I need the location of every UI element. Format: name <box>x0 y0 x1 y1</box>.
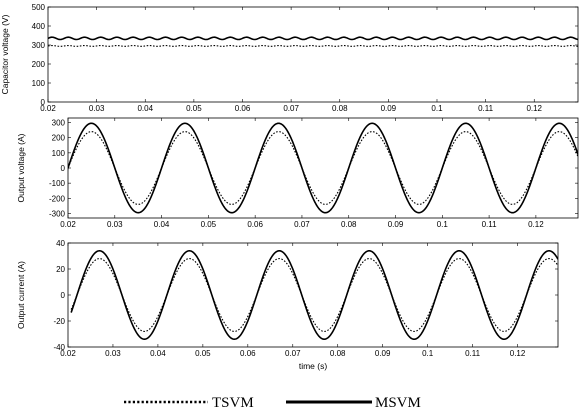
output-current-x-axis-label: time (s) <box>299 361 328 371</box>
output-voltage-x-tick-label: 0.12 <box>528 220 544 229</box>
capacitor-voltage-x-tick-label: 0.12 <box>526 104 542 113</box>
output-voltage-x-tick-label: 0.02 <box>60 220 76 229</box>
output-current-x-tick-label: 0.04 <box>150 349 166 358</box>
output-voltage-x-tick-label: 0.1 <box>437 220 449 229</box>
output-current-y-tick-label: -40 <box>53 343 65 352</box>
capacitor-voltage-x-tick-label: 0.04 <box>137 104 153 113</box>
output-voltage-y-tick-label: -200 <box>49 194 66 203</box>
output-voltage-x-tick-label: 0.03 <box>107 220 123 229</box>
output-current-x-tick-label: 0.12 <box>510 349 526 358</box>
capacitor-voltage-plot: 0.02 0.03 0.04 0.05 0.06 0.07 0.08 0.09 0.1 0.11 0… <box>0 3 579 113</box>
output-current-x-tick-label: 0.05 <box>195 349 211 358</box>
output-current-axes-frame <box>67 242 559 348</box>
output-current-y-axis-label: Output current (A) <box>16 261 26 329</box>
capacitor-voltage-y-tick-label: 400 <box>32 22 46 31</box>
output-current-x-tick-label: 0.03 <box>105 349 121 358</box>
capacitor-voltage-y-tick-label: 500 <box>32 3 46 12</box>
output-voltage-x-tick-label: 0.09 <box>388 220 404 229</box>
output-voltage-axes-frame <box>67 117 579 219</box>
capacitor-voltage-x-tick-label: 0.05 <box>186 104 202 113</box>
output-current-x-tick-label: 0.06 <box>240 349 256 358</box>
capacitor-voltage-x-tick-label: 0.07 <box>283 104 299 113</box>
output-voltage-y-tick-label: 100 <box>52 149 66 158</box>
output-current-y-tick-label: 40 <box>56 239 65 248</box>
output-voltage-plot: 0.02 0.03 0.04 0.05 0.06 0.07 0.08 0.09 0.1 0.11 0… <box>16 117 579 229</box>
output-voltage-x-tick-label: 0.05 <box>201 220 217 229</box>
capacitor-voltage-series-msvm <box>48 36 578 41</box>
output-current-y-tick-label: 0 <box>61 291 66 300</box>
capacitor-voltage-x-tick-label: 0.06 <box>235 104 251 113</box>
output-voltage-series-msvm <box>68 122 578 214</box>
capacitor-voltage-y-tick-label: 100 <box>32 79 46 88</box>
capacitor-voltage-axes-frame <box>47 6 579 103</box>
output-voltage-y-tick-label: 300 <box>52 119 66 128</box>
capacitor-voltage-y-axis-label: Capacitor voltage (V) <box>0 14 10 94</box>
output-voltage-x-tick-label: 0.07 <box>294 220 310 229</box>
capacitor-voltage-series-tsvm <box>48 45 578 47</box>
legend-msvm-label: MSVM <box>375 395 421 411</box>
output-current-x-tick-label: 0.1 <box>422 349 434 358</box>
capacitor-voltage-y-tick-label: 200 <box>32 60 46 69</box>
capacitor-voltage-x-tick-label: 0.11 <box>478 104 494 113</box>
output-voltage-x-tick-label: 0.06 <box>247 220 263 229</box>
capacitor-voltage-x-tick-label: 0.02 <box>40 104 56 113</box>
output-voltage-x-tick-label: 0.11 <box>482 220 498 229</box>
capacitor-voltage-x-tick-label: 0.08 <box>332 104 348 113</box>
output-current-series-msvm <box>70 249 558 341</box>
output-voltage-y-axis-label: Output voltage (A) <box>16 133 26 202</box>
output-current-x-tick-label: 0.08 <box>330 349 346 358</box>
legend: TSVM MSVM <box>124 395 421 411</box>
output-voltage-x-tick-label: 0.04 <box>154 220 170 229</box>
capacitor-voltage-y-tick-label: 0 <box>41 98 46 107</box>
output-current-series-tsvm <box>70 258 558 332</box>
output-current-y-tick-label: -20 <box>53 317 65 326</box>
capacitor-voltage-x-tick-label: 0.03 <box>89 104 105 113</box>
output-current-x-tick-label: 0.09 <box>375 349 391 358</box>
output-voltage-series-tsvm <box>68 131 578 205</box>
output-current-x-tick-label: 0.02 <box>60 349 76 358</box>
output-current-x-tick-label: 0.11 <box>465 349 481 358</box>
capacitor-voltage-x-tick-label: 0.09 <box>381 104 397 113</box>
output-voltage-y-tick-label: 0 <box>61 164 66 173</box>
capacitor-voltage-y-tick-label: 300 <box>32 41 46 50</box>
output-voltage-y-tick-label: -100 <box>49 179 66 188</box>
legend-tsvm-label: TSVM <box>212 395 254 411</box>
capacitor-voltage-x-tick-label: 0.1 <box>431 104 443 113</box>
output-current-plot: 0.02 0.03 0.04 0.05 0.06 0.07 0.08 0.09 0.1 0.11 0… <box>16 239 559 371</box>
output-voltage-y-tick-label: 200 <box>52 134 66 143</box>
output-current-x-tick-label: 0.07 <box>285 349 301 358</box>
output-voltage-x-tick-label: 0.08 <box>341 220 357 229</box>
output-current-y-tick-label: 20 <box>56 265 65 274</box>
output-voltage-y-tick-label: -300 <box>49 209 66 218</box>
